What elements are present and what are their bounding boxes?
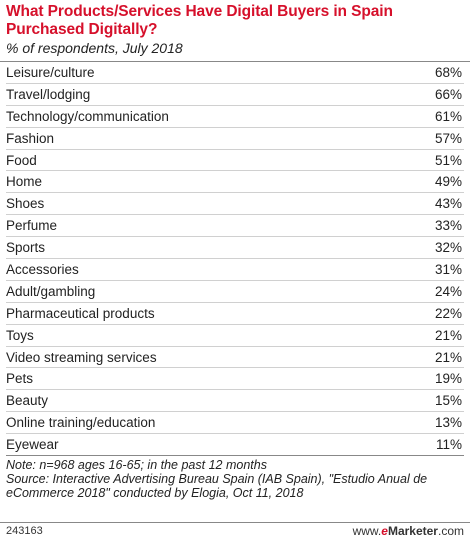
- chart-subtitle: % of respondents, July 2018: [6, 40, 183, 56]
- category-label: Online training/education: [6, 415, 156, 431]
- table-row: Fashion 57%: [6, 128, 464, 150]
- brand-e: e: [381, 524, 388, 538]
- category-label: Pharmaceutical products: [6, 305, 155, 321]
- value-label: 68%: [434, 64, 462, 80]
- value-label: 11%: [435, 437, 462, 453]
- category-label: Pets: [6, 371, 34, 387]
- value-label: 61%: [434, 108, 462, 124]
- value-label: 15%: [434, 393, 462, 409]
- category-label: Home: [6, 174, 43, 190]
- value-label: 33%: [434, 218, 462, 234]
- table-row: Shoes 43%: [6, 193, 464, 216]
- value-label: 22%: [434, 305, 462, 321]
- category-label: Eyewear: [6, 437, 59, 453]
- value-label: 43%: [434, 196, 462, 212]
- table-row: Eyewear 11%: [6, 434, 464, 457]
- value-label: 31%: [434, 261, 462, 277]
- brand-logo[interactable]: www.eMarketer.com: [353, 524, 464, 538]
- table-row: Food 51%: [6, 150, 464, 172]
- header-rule: [0, 61, 470, 62]
- chart-header: What Products/Services Have Digital Buye…: [0, 0, 470, 57]
- value-label: 13%: [434, 415, 462, 431]
- chart-notes: Note: n=968 ages 16-65; in the past 12 m…: [0, 456, 470, 500]
- table-row: Pets 19%: [6, 368, 464, 391]
- category-label: Beauty: [6, 393, 49, 409]
- category-label: Toys: [6, 327, 34, 343]
- table-row: Online training/education 13%: [6, 412, 464, 435]
- category-label: Technology/communication: [6, 108, 169, 124]
- table-row: Pharmaceutical products 22%: [6, 303, 464, 325]
- source-text: Source: Interactive Advertising Bureau S…: [6, 472, 428, 501]
- brand-prefix: www.: [352, 524, 382, 538]
- table-row: Home 49%: [6, 171, 464, 194]
- table-row: Accessories 31%: [6, 259, 464, 281]
- table-row: Travel/lodging 66%: [6, 84, 464, 106]
- category-label: Sports: [6, 240, 46, 256]
- category-label: Accessories: [6, 261, 79, 277]
- value-label: 24%: [434, 283, 462, 299]
- chart-title: What Products/Services Have Digital Buye…: [6, 3, 393, 38]
- category-label: Fashion: [6, 130, 55, 146]
- category-label: Video streaming services: [6, 349, 157, 365]
- table-row: Adult/gambling 24%: [6, 281, 464, 303]
- brand-name: Marketer: [387, 524, 438, 538]
- table-row: Perfume 33%: [6, 215, 464, 238]
- value-label: 21%: [434, 327, 462, 343]
- table-row: Leisure/culture 68%: [6, 62, 464, 84]
- brand-suffix: .com: [437, 524, 464, 538]
- table-row: Beauty 15%: [6, 390, 464, 413]
- category-label: Leisure/culture: [6, 64, 95, 80]
- category-label: Shoes: [6, 196, 45, 212]
- value-label: 49%: [434, 174, 462, 190]
- category-label: Food: [6, 152, 37, 168]
- table-row: Toys 21%: [6, 325, 464, 347]
- table-row: Technology/communication 61%: [6, 106, 464, 128]
- value-label: 57%: [434, 130, 462, 146]
- table-row: Sports 32%: [6, 237, 464, 260]
- note-text: Note: n=968 ages 16-65; in the past 12 m…: [6, 458, 267, 473]
- value-label: 32%: [434, 240, 462, 256]
- value-label: 51%: [434, 152, 462, 168]
- footer: 243163 www.eMarketer.com: [0, 522, 470, 539]
- category-label: Travel/lodging: [6, 86, 91, 102]
- value-label: 66%: [434, 86, 462, 102]
- table-row: Video streaming services 21%: [6, 347, 464, 369]
- value-label: 19%: [434, 371, 462, 387]
- category-label: Adult/gambling: [6, 283, 96, 299]
- category-label: Perfume: [6, 218, 58, 234]
- value-label: 21%: [434, 349, 462, 365]
- data-table: Leisure/culture 68% Travel/lodging 66% Techn…: [6, 62, 464, 457]
- chart-id: 243163: [6, 525, 43, 537]
